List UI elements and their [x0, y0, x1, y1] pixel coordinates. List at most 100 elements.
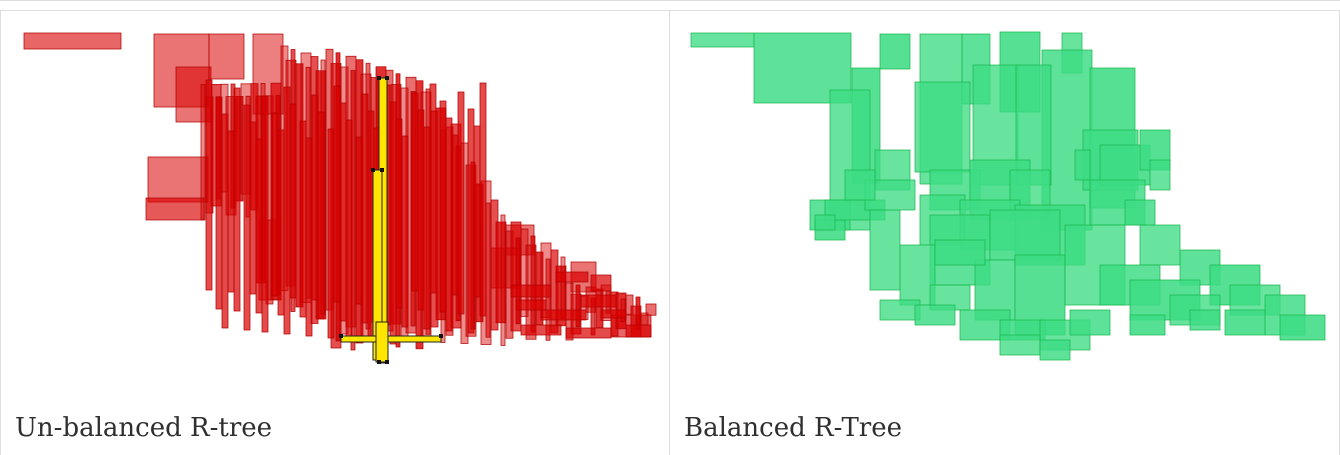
unbalanced-node-box [208, 33, 245, 80]
unbalanced-node-box [645, 303, 657, 316]
unbalanced-node-box [200, 84, 206, 221]
node-corner-marker [377, 360, 381, 364]
unbalanced-node-box [485, 202, 491, 338]
unbalanced-rtree-cell: Un-balanced R-tree [0, 10, 670, 455]
unbalanced-node-box [233, 87, 241, 312]
node-corner-marker [371, 168, 375, 172]
unbalanced-node-box [333, 85, 341, 303]
balanced-node-box [1124, 199, 1156, 226]
unbalanced-node-box [625, 294, 634, 315]
node-corner-marker [339, 334, 343, 338]
unbalanced-rtree-caption: Un-balanced R-tree [15, 413, 273, 443]
unbalanced-node-box [530, 235, 536, 333]
unbalanced-node-box [317, 111, 325, 320]
balanced-node-box [690, 32, 755, 48]
unbalanced-node-box [255, 138, 263, 314]
unbalanced-node-box [540, 309, 587, 321]
highlighted-node-box [375, 321, 389, 363]
unbalanced-node-box [261, 95, 269, 333]
balanced-node-box [1074, 149, 1091, 181]
balanced-node-box [1224, 309, 1266, 336]
unbalanced-node-box [221, 113, 229, 329]
unbalanced-node-box [565, 327, 612, 339]
balanced-node-box [1069, 309, 1111, 336]
balanced-node-box [934, 239, 986, 266]
unbalanced-node-box [510, 284, 552, 298]
unbalanced-node-box [389, 101, 397, 345]
unbalanced-node-box [283, 86, 291, 335]
highlighted-node-path [339, 76, 443, 364]
balanced-rtree-figure [690, 31, 1326, 361]
unbalanced-node-box [467, 108, 475, 334]
balanced-rtree-rectangles [690, 31, 1326, 361]
unbalanced-node-box [395, 118, 403, 309]
unbalanced-rtree-figure [23, 32, 657, 364]
unbalanced-node-box [515, 237, 521, 325]
unbalanced-node-box [227, 130, 235, 293]
unbalanced-node-box [520, 324, 562, 336]
balanced-node-box [879, 33, 911, 70]
unbalanced-node-box [361, 93, 369, 324]
unbalanced-node-box [23, 32, 122, 50]
unbalanced-node-box [479, 82, 487, 317]
unbalanced-node-box [451, 134, 459, 296]
unbalanced-node-box [327, 128, 335, 339]
balanced-node-box [1149, 159, 1171, 191]
balanced-node-box [1279, 314, 1326, 341]
unbalanced-node-box [299, 120, 307, 318]
balanced-node-box [1139, 224, 1181, 266]
balanced-node-box [1189, 309, 1221, 331]
unbalanced-node-box [515, 299, 547, 311]
balanced-node-box [814, 214, 836, 231]
balanced-node-box [914, 81, 971, 173]
unbalanced-node-box [277, 129, 285, 316]
unbalanced-node-box [411, 92, 419, 292]
unbalanced-node-box [560, 256, 566, 319]
balanced-rtree-cell: Balanced R-Tree [670, 10, 1340, 455]
unbalanced-node-box [600, 309, 627, 319]
unbalanced-node-box [401, 135, 409, 328]
balanced-node-box [989, 209, 1061, 261]
unbalanced-node-box [345, 119, 353, 341]
unbalanced-node-box [147, 156, 209, 203]
balanced-node-box [999, 334, 1041, 356]
unbalanced-node-box [289, 103, 297, 299]
node-corner-marker [385, 76, 389, 80]
unbalanced-node-box [575, 284, 581, 328]
balanced-rtree-caption: Balanced R-Tree [684, 413, 903, 443]
unbalanced-node-box [590, 274, 612, 292]
unbalanced-node-box [500, 214, 506, 346]
table-top-border [0, 10, 1340, 11]
balanced-node-box [1129, 314, 1166, 336]
unbalanced-rtree-rectangles [23, 32, 657, 351]
unbalanced-node-box [439, 100, 447, 313]
unbalanced-node-box [429, 83, 437, 294]
unbalanced-node-box [249, 121, 257, 295]
balanced-node-box [879, 299, 921, 321]
unbalanced-node-box [271, 112, 279, 297]
balanced-node-box [869, 209, 901, 291]
unbalanced-node-box [457, 91, 465, 315]
unbalanced-node-box [445, 117, 453, 332]
unbalanced-node-box [311, 94, 319, 301]
unbalanced-node-box [145, 197, 205, 221]
highlighted-node-box [340, 335, 442, 343]
unbalanced-node-box [243, 104, 251, 331]
balanced-node-box [914, 304, 956, 326]
node-corner-marker [380, 168, 384, 172]
node-corner-marker [385, 360, 389, 364]
unbalanced-node-box [625, 324, 652, 338]
unbalanced-node-box [417, 109, 425, 311]
unbalanced-node-box [305, 137, 313, 337]
unbalanced-node-box [339, 102, 347, 322]
unbalanced-node-box [555, 271, 589, 283]
unbalanced-node-box [423, 126, 431, 330]
unbalanced-node-box [473, 125, 481, 298]
unbalanced-node-box [580, 294, 617, 308]
balanced-node-box [1039, 339, 1071, 361]
node-corner-marker [377, 76, 381, 80]
unbalanced-node-box [355, 136, 363, 305]
node-corner-marker [439, 334, 443, 338]
balanced-node-box [844, 169, 876, 201]
